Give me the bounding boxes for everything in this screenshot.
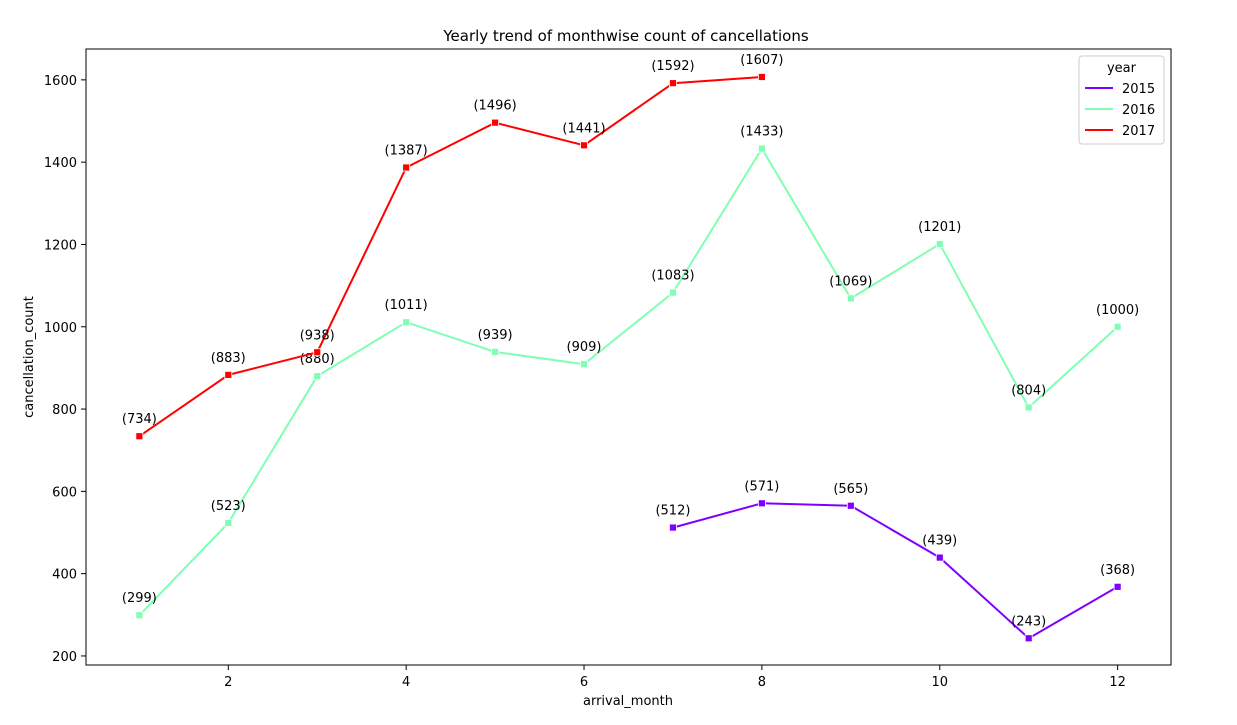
- y-axis-label: cancellation_count: [22, 296, 37, 418]
- plot-frame: [85, 48, 1172, 666]
- chart-title: Yearly trend of monthwise count of cance…: [442, 27, 808, 45]
- data-point: [402, 163, 411, 172]
- y-tick-label: 600: [52, 485, 77, 500]
- data-point: [224, 370, 233, 379]
- y-tick-label: 1400: [44, 156, 77, 171]
- data-label: (1433): [740, 125, 783, 140]
- data-label: (1011): [385, 298, 428, 313]
- data-point: [491, 347, 499, 356]
- data-point: [580, 360, 588, 369]
- data-label: (1592): [651, 59, 694, 74]
- legend-entry-2015: 2015: [1122, 82, 1155, 97]
- x-tick-label: 6: [580, 675, 588, 690]
- series-line: [138, 76, 762, 438]
- series-line: [672, 502, 1119, 640]
- y-tick-label: 1000: [44, 321, 77, 336]
- data-point: [402, 318, 411, 327]
- data-point: [669, 288, 677, 297]
- data-label: (439): [922, 534, 957, 549]
- data-point: [1113, 582, 1122, 591]
- data-label: (1607): [740, 53, 783, 68]
- data-point: [758, 73, 766, 81]
- x-tick-label: 2: [224, 675, 232, 690]
- y-tick-label: 800: [52, 403, 77, 418]
- legend-entry-2017: 2017: [1122, 124, 1155, 139]
- data-label: (1387): [385, 144, 428, 159]
- legend: year 2015 2016 2017: [1078, 55, 1165, 145]
- plot-area: 2 4 6 8 10 12 200 400 600 800 1000 1200 1400 1600 (512…: [44, 48, 1172, 690]
- data-point: [135, 432, 144, 441]
- data-point: [935, 240, 944, 248]
- x-axis-label: arrival_month: [583, 694, 673, 709]
- legend-box: [1078, 55, 1165, 145]
- data-label: (512): [655, 504, 690, 519]
- data-label: (565): [833, 482, 868, 497]
- y-tick-label: 1200: [44, 238, 77, 253]
- data-label: (1496): [473, 99, 516, 114]
- data-point: [758, 144, 766, 153]
- data-point: [1113, 322, 1122, 331]
- data-point: [135, 611, 144, 620]
- data-label: (299): [122, 591, 157, 606]
- x-tick-label: 10: [931, 675, 948, 690]
- data-label: (1441): [562, 121, 605, 136]
- data-label: (571): [744, 479, 779, 494]
- data-point: [224, 519, 233, 527]
- data-label: (1201): [918, 220, 961, 235]
- data-label: (523): [211, 499, 246, 514]
- y-tick-label: 200: [52, 650, 77, 665]
- data-point: [580, 141, 588, 150]
- series-line: [138, 147, 1119, 616]
- data-point: [758, 499, 766, 508]
- data-point: [935, 553, 944, 562]
- series-2015: (512) (571) (565) (439) (243) (368): [655, 479, 1135, 643]
- data-point: [669, 523, 677, 532]
- data-label: (939): [478, 328, 513, 343]
- data-label: (938): [300, 328, 335, 343]
- data-label: (243): [1011, 614, 1046, 629]
- data-point: [313, 348, 322, 357]
- data-label: (804): [1011, 383, 1046, 398]
- x-tick-label: 4: [402, 675, 410, 690]
- x-tick-label: 8: [758, 675, 766, 690]
- data-point: [669, 79, 677, 88]
- data-label: (1069): [829, 274, 872, 289]
- data-label: (368): [1100, 563, 1135, 578]
- y-tick-label: 400: [52, 568, 77, 583]
- data-label: (734): [122, 412, 157, 427]
- data-label: (883): [211, 351, 246, 366]
- y-tick-label: 1600: [44, 74, 77, 89]
- data-label: (909): [567, 340, 602, 355]
- data-point: [1024, 634, 1033, 643]
- legend-entry-2016: 2016: [1122, 103, 1155, 118]
- data-label: (1000): [1096, 303, 1139, 318]
- x-tick-label: 12: [1109, 675, 1126, 690]
- data-label: (880): [300, 352, 335, 367]
- data-label: (1083): [651, 269, 694, 284]
- data-point: [1024, 403, 1033, 412]
- data-point: [491, 118, 499, 127]
- legend-title: year: [1107, 61, 1137, 76]
- series-2017: (734) (883) (938) (1387) (1496) (1441) (1592) (…: [122, 53, 784, 441]
- data-point: [846, 501, 855, 510]
- series-2016: (299) (523) (880) (1011) (939) (909) (1083) (14…: [122, 125, 1139, 620]
- data-point: [313, 372, 322, 381]
- data-point: [846, 294, 855, 303]
